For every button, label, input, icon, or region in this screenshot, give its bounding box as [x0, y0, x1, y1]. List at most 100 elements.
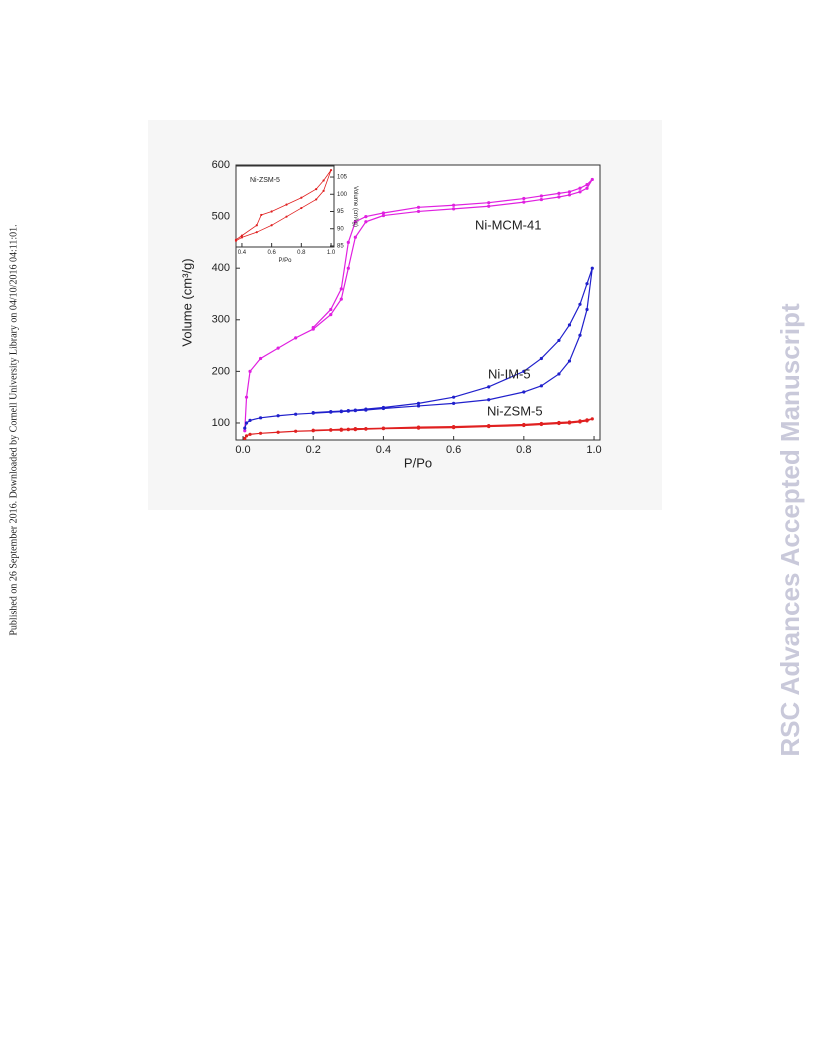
data-point [346, 427, 350, 431]
data-point [590, 177, 594, 182]
data-point [243, 436, 247, 441]
data-point [322, 179, 325, 182]
data-point [353, 408, 357, 412]
data-point [285, 215, 288, 218]
data-point [452, 401, 456, 405]
data-point [567, 420, 572, 424]
data-point [258, 431, 263, 435]
data-point [364, 214, 368, 219]
data-point [339, 287, 343, 291]
series-label: Ni-IM-5 [488, 366, 531, 381]
data-point [255, 231, 258, 234]
data-point [248, 418, 252, 422]
data-point [294, 336, 298, 340]
data-point [353, 427, 357, 431]
data-point [590, 266, 594, 270]
data-point [557, 372, 561, 376]
data-point [329, 313, 333, 317]
data-point [557, 191, 561, 195]
data-point [539, 356, 543, 361]
data-point [539, 194, 543, 198]
data-point [487, 423, 491, 428]
data-point [416, 404, 421, 408]
y-tick-label: 200 [212, 365, 230, 377]
data-point [329, 428, 333, 432]
data-point [276, 430, 280, 434]
x-tick-label: 0.4 [238, 250, 247, 256]
data-point [522, 200, 526, 204]
data-point [339, 297, 343, 301]
data-point [300, 206, 303, 210]
data-point [244, 395, 249, 399]
data-point [364, 220, 368, 224]
data-point [578, 419, 582, 423]
data-point [294, 429, 298, 433]
y-tick-label: 100 [337, 192, 348, 198]
data-point [329, 169, 333, 172]
data-point [353, 235, 357, 239]
data-point [381, 211, 386, 215]
data-point [567, 193, 572, 197]
x-tick-label: 0.2 [306, 444, 321, 456]
data-point [346, 240, 350, 244]
data-point [416, 425, 421, 429]
data-point [339, 427, 343, 431]
data-point [522, 369, 526, 373]
data-point [487, 201, 491, 205]
data-point [522, 422, 526, 427]
y-tick-label: 85 [337, 244, 344, 250]
data-point [557, 420, 561, 425]
x-axis-label: P/Po [278, 258, 292, 264]
series-label: Ni-MCM-41 [475, 217, 541, 232]
data-point [258, 356, 263, 361]
data-point [578, 186, 582, 190]
data-point [416, 209, 421, 214]
data-point [590, 417, 594, 421]
x-tick-label: 0.6 [267, 250, 276, 256]
data-point [329, 410, 333, 414]
data-point [578, 302, 582, 306]
x-axis-label: P/Po [404, 456, 432, 471]
data-point [452, 395, 456, 399]
data-point [539, 197, 543, 202]
data-point [353, 220, 357, 224]
data-point [243, 426, 247, 430]
data-point [452, 207, 456, 211]
series-line [235, 169, 332, 242]
data-point [522, 196, 526, 201]
x-tick-label: 0.8 [516, 444, 531, 456]
y-tick-label: 300 [212, 314, 230, 326]
data-point [322, 189, 325, 192]
data-point [276, 414, 280, 418]
y-tick-label: 600 [212, 159, 230, 171]
data-point [522, 390, 526, 394]
data-point [585, 282, 589, 286]
data-point [585, 307, 589, 312]
data-point [487, 398, 491, 402]
data-point [364, 407, 368, 411]
y-axis-label: Volume (cm³/g) [352, 186, 358, 227]
data-point [567, 359, 572, 363]
data-point [381, 405, 386, 410]
data-point [243, 429, 247, 433]
data-point [329, 307, 333, 312]
data-point [270, 224, 273, 227]
data-point [244, 421, 249, 425]
data-point [567, 323, 572, 327]
data-point [452, 424, 456, 429]
inset-title: Ni-ZSM-5 [250, 177, 280, 184]
data-point [248, 432, 252, 436]
data-point [578, 333, 582, 337]
data-point [567, 190, 572, 194]
data-point [346, 266, 350, 270]
data-point [416, 401, 421, 405]
y-tick-label: 95 [337, 209, 344, 215]
x-tick-label: 1.0 [327, 250, 336, 256]
y-tick-label: 400 [212, 262, 230, 274]
data-point [381, 426, 386, 430]
data-point [248, 369, 252, 373]
y-tick-label: 100 [212, 417, 230, 429]
y-tick-label: 90 [337, 226, 344, 232]
y-tick-label: 105 [337, 175, 348, 181]
